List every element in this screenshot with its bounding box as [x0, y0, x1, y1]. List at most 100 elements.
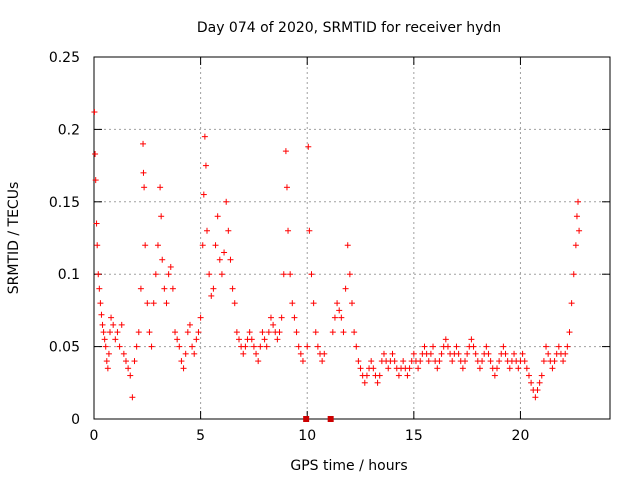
data-point: [425, 358, 432, 365]
data-point: [410, 350, 417, 357]
data-point: [525, 372, 532, 379]
data-point: [105, 350, 112, 357]
data-point: [434, 365, 441, 372]
data-point: [415, 365, 422, 372]
data-point: [344, 242, 351, 249]
data-point: [500, 343, 507, 350]
data-point: [427, 350, 434, 357]
data-gap-marker: [303, 416, 310, 422]
data-point: [338, 314, 345, 321]
data-point: [453, 343, 460, 350]
data-point: [511, 350, 518, 357]
data-point: [125, 365, 132, 372]
data-point: [159, 256, 166, 263]
data-point: [106, 329, 113, 336]
y-tick-label: 0: [71, 412, 80, 428]
data-point: [523, 365, 530, 372]
data-point: [101, 336, 108, 343]
data-point: [464, 350, 471, 357]
data-point: [137, 285, 144, 292]
data-point: [255, 358, 262, 365]
data-point: [331, 314, 338, 321]
data-point: [112, 336, 119, 343]
data-point: [93, 220, 100, 227]
data-point: [417, 358, 424, 365]
data-point: [97, 300, 104, 307]
data-point: [564, 343, 571, 350]
data-point: [312, 329, 319, 336]
data-point: [385, 365, 392, 372]
data-point: [491, 372, 498, 379]
data-point: [131, 358, 138, 365]
data-point: [421, 343, 428, 350]
data-point: [502, 350, 509, 357]
data-point: [310, 300, 317, 307]
data-point: [135, 329, 142, 336]
data-point: [289, 300, 296, 307]
data-point: [376, 372, 383, 379]
data-point: [334, 300, 341, 307]
data-point: [346, 271, 353, 278]
data-point: [267, 314, 274, 321]
data-point: [146, 329, 153, 336]
data-point: [400, 358, 407, 365]
data-point: [208, 292, 215, 299]
data-point: [308, 271, 315, 278]
data-point: [152, 271, 159, 278]
data-point: [519, 350, 526, 357]
data-point: [120, 350, 127, 357]
data-point: [299, 358, 306, 365]
data-point: [355, 358, 362, 365]
data-point: [122, 358, 129, 365]
data-point: [551, 358, 558, 365]
data-point: [161, 285, 168, 292]
data-point: [305, 143, 312, 150]
data-point: [536, 379, 543, 386]
data-point: [216, 256, 223, 263]
data-point: [92, 177, 99, 184]
x-axis-label: GPS time / hours: [290, 458, 407, 474]
data-point: [555, 343, 562, 350]
data-point: [470, 343, 477, 350]
data-point: [104, 365, 111, 372]
data-point: [221, 249, 228, 256]
data-point: [361, 379, 368, 386]
data-point: [572, 242, 579, 249]
data-point: [193, 336, 200, 343]
data-point: [540, 358, 547, 365]
grid-lines: [94, 57, 610, 419]
data-point: [154, 242, 161, 249]
data-point: [576, 227, 583, 234]
chart-title: Day 074 of 2020, SRMTID for receiver hyd…: [197, 20, 501, 36]
data-point: [197, 314, 204, 321]
data-point: [549, 365, 556, 372]
y-tick-label: 0.1: [58, 267, 80, 283]
y-tick-label: 0.15: [49, 195, 80, 211]
data-point: [485, 350, 492, 357]
data-point: [165, 271, 172, 278]
data-point: [472, 350, 479, 357]
data-point: [150, 300, 157, 307]
x-tick-label: 10: [298, 428, 316, 444]
data-point: [276, 329, 283, 336]
data-gap-marker: [327, 416, 334, 422]
data-point: [406, 365, 413, 372]
data-point: [342, 285, 349, 292]
data-point: [404, 372, 411, 379]
data-point: [91, 109, 98, 116]
data-point: [233, 329, 240, 336]
data-point: [506, 365, 513, 372]
data-point: [319, 358, 326, 365]
data-point: [274, 336, 281, 343]
data-point: [142, 242, 149, 249]
data-point: [278, 314, 285, 321]
data-point: [560, 358, 567, 365]
data-point: [521, 358, 528, 365]
data-point: [562, 350, 569, 357]
data-point: [389, 350, 396, 357]
data-point: [129, 394, 136, 401]
data-point: [321, 350, 328, 357]
data-point: [374, 379, 381, 386]
data-point: [438, 350, 445, 357]
